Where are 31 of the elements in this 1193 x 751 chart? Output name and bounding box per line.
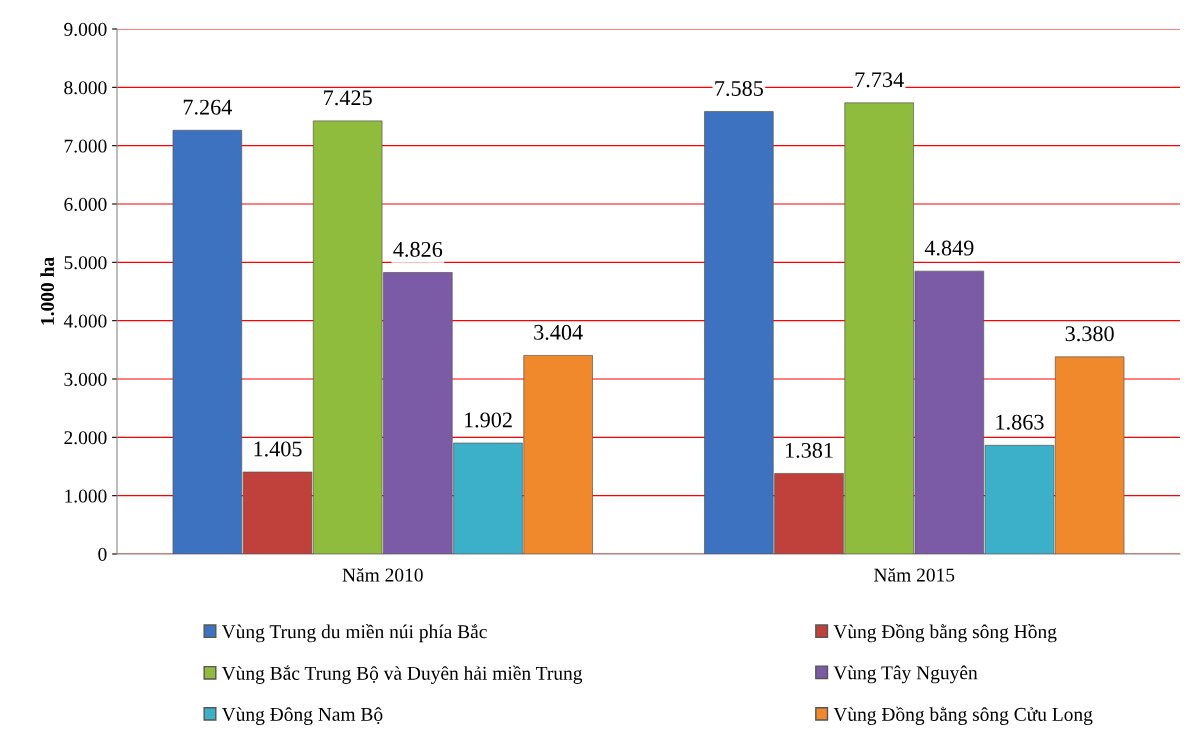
- y-tick-label: 0: [98, 547, 107, 561]
- legend-label: Vùng Đông Nam Bộ: [221, 707, 383, 725]
- legend-label: Vùng Bắc Trung Bộ và Duyên hải miền Trung: [221, 665, 583, 684]
- legend-label: Vùng Đồng bằng sông Cửu Long: [833, 706, 1093, 725]
- y-tick-label: 4.000: [63, 314, 107, 328]
- legend-label: Vùng Đồng bằng sông Hồng: [833, 624, 1057, 643]
- data-label: 7.734: [855, 72, 904, 88]
- data-label: 3.380: [1065, 326, 1114, 342]
- legend-label: Vùng Trung du miền núi phía Bắc: [221, 624, 487, 643]
- x-tick-label: Năm 2010: [342, 568, 423, 582]
- data-label: 4.826: [393, 241, 443, 257]
- data-label: 7.425: [324, 90, 372, 106]
- data-label: 1.381: [785, 442, 833, 458]
- x-tick-label: Năm 2015: [874, 568, 955, 582]
- data-label: 3.404: [534, 324, 583, 340]
- data-label: 1.405: [254, 441, 302, 457]
- legend-label: Vùng Tây Nguyên: [833, 665, 978, 684]
- y-tick-label: 1.000: [65, 489, 107, 503]
- data-label: 7.264: [183, 99, 233, 115]
- y-tick-label: 9.000: [64, 22, 107, 37]
- y-axis-title: 1.000 ha: [40, 257, 55, 325]
- y-tick-label: 6.000: [64, 197, 107, 212]
- y-tick-label: 5.000: [64, 256, 107, 270]
- y-tick-label: 8.000: [64, 81, 107, 95]
- y-tick-label: 3.000: [64, 372, 107, 387]
- data-label: 4.849: [924, 240, 974, 256]
- y-tick-label: 2.000: [64, 431, 107, 445]
- data-label: 1.902: [464, 412, 512, 428]
- data-label: 7.585: [715, 80, 763, 97]
- data-label: 1.863: [996, 414, 1044, 430]
- y-tick-label: 7.000: [64, 139, 107, 153]
